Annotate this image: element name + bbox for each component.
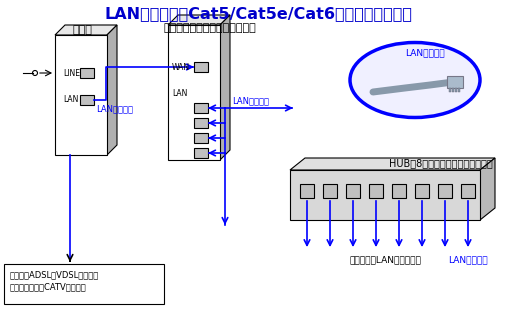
Bar bbox=[194, 103, 208, 113]
Bar bbox=[168, 25, 220, 160]
Bar bbox=[55, 35, 107, 155]
Text: LINE: LINE bbox=[63, 69, 80, 78]
Text: WAN: WAN bbox=[172, 63, 190, 71]
Text: HUB（8ポートスイッチングハブ）: HUB（8ポートスイッチングハブ） bbox=[389, 158, 493, 168]
Bar bbox=[449, 88, 451, 92]
Polygon shape bbox=[220, 15, 230, 160]
Bar bbox=[458, 88, 460, 92]
Text: LANケーブル: LANケーブル bbox=[96, 104, 133, 113]
Bar bbox=[415, 184, 429, 198]
Text: LAN: LAN bbox=[63, 95, 78, 105]
Bar bbox=[80, 95, 94, 105]
Bar bbox=[392, 184, 406, 198]
Polygon shape bbox=[480, 158, 495, 220]
Bar bbox=[455, 88, 457, 92]
Polygon shape bbox=[168, 15, 230, 25]
Bar bbox=[194, 133, 208, 143]
Polygon shape bbox=[55, 25, 117, 35]
Text: 有線ルータ（又は無線ルータ）: 有線ルータ（又は無線ルータ） bbox=[164, 23, 256, 33]
Bar bbox=[461, 184, 475, 198]
Text: LANケーブル: LANケーブル bbox=[405, 49, 445, 58]
Bar bbox=[323, 184, 337, 198]
Polygon shape bbox=[107, 25, 117, 155]
Bar bbox=[346, 184, 360, 198]
Bar bbox=[194, 62, 208, 72]
Text: 端末機器やLAN装置を接続: 端末機器やLAN装置を接続 bbox=[350, 255, 422, 264]
Text: モデム: モデム bbox=[72, 25, 92, 35]
Text: LANケーブル（Cat5/Cat5e/Cat6等）による接続例: LANケーブル（Cat5/Cat5e/Cat6等）による接続例 bbox=[104, 7, 412, 22]
Text: LANケーブル: LANケーブル bbox=[448, 255, 488, 264]
Bar bbox=[194, 148, 208, 158]
Text: 電話線（ADSL、VDSLの場合）
同軸ケーブル（CATVの場合）: 電話線（ADSL、VDSLの場合） 同軸ケーブル（CATVの場合） bbox=[10, 270, 99, 291]
Text: LANケーブル: LANケーブル bbox=[232, 96, 269, 105]
Bar bbox=[452, 88, 454, 92]
Bar bbox=[369, 184, 383, 198]
Bar bbox=[438, 184, 452, 198]
Text: LAN: LAN bbox=[172, 89, 187, 98]
Bar bbox=[300, 184, 314, 198]
Bar bbox=[80, 68, 94, 78]
Bar bbox=[194, 118, 208, 128]
FancyBboxPatch shape bbox=[4, 264, 164, 304]
Bar bbox=[447, 76, 463, 88]
Polygon shape bbox=[290, 158, 495, 170]
Bar bbox=[290, 170, 480, 220]
Ellipse shape bbox=[350, 43, 480, 117]
